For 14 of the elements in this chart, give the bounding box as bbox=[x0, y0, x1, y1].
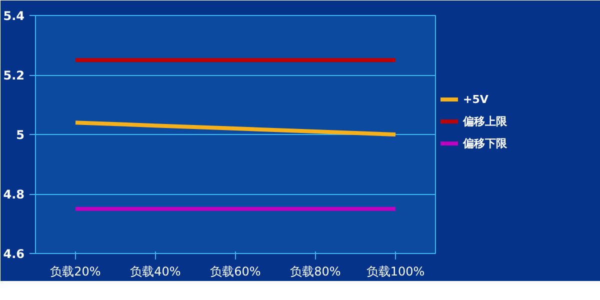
x-tick-label: 负载100% bbox=[366, 264, 425, 278]
legend-label: 偏移上限 bbox=[463, 114, 507, 128]
y-tick-label: 4.8 bbox=[3, 188, 25, 202]
legend-label: +5V bbox=[463, 92, 488, 106]
x-tick-label: 负载80% bbox=[290, 264, 341, 278]
x-tick-label: 负载60% bbox=[210, 264, 261, 278]
y-tick-label: 5.4 bbox=[3, 9, 25, 23]
x-tick-label: 负载40% bbox=[130, 264, 181, 278]
y-tick-label: 5.2 bbox=[3, 68, 25, 82]
line-series bbox=[74, 120, 398, 136]
x-tick-label: 负载20% bbox=[50, 264, 101, 278]
y-tick-label: 4.6 bbox=[3, 247, 25, 261]
y-tick-label: 5 bbox=[16, 128, 25, 142]
legend-label: 偏移下限 bbox=[463, 136, 507, 150]
